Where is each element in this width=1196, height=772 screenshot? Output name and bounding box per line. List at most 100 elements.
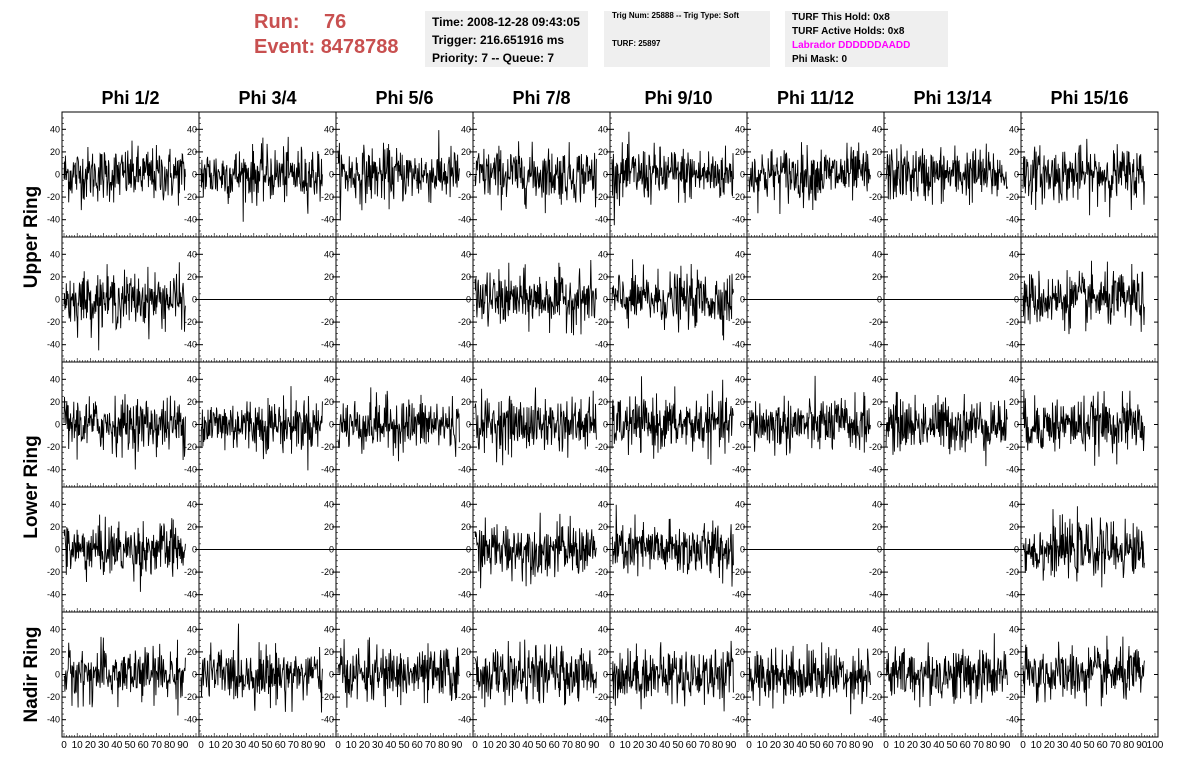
y-tick-label: 20 bbox=[872, 397, 882, 407]
x-tick-label: 60 bbox=[1097, 740, 1109, 751]
y-tick-label: 20 bbox=[598, 647, 608, 657]
y-tick-label: 40 bbox=[324, 374, 334, 384]
waveform-trace bbox=[611, 504, 734, 587]
y-tick-label: -20 bbox=[458, 317, 471, 327]
y-tick-label: 0 bbox=[466, 670, 471, 680]
x-tick-label: 20 bbox=[85, 740, 97, 751]
y-tick-label: 40 bbox=[872, 374, 882, 384]
y-tick-label: 20 bbox=[187, 522, 197, 532]
y-tick-label: -20 bbox=[1006, 692, 1019, 702]
x-tick-label: 50 bbox=[1083, 740, 1095, 751]
y-tick-label: 40 bbox=[1009, 624, 1019, 634]
x-tick-label: 40 bbox=[111, 740, 123, 751]
column-title: Phi 7/8 bbox=[512, 88, 570, 108]
y-tick-label: 20 bbox=[1009, 397, 1019, 407]
waveform-trace bbox=[63, 140, 186, 211]
y-tick-label: 0 bbox=[603, 295, 608, 305]
y-tick-label: 40 bbox=[735, 249, 745, 259]
y-tick-label: -40 bbox=[869, 340, 882, 350]
x-tick-label: 10 bbox=[1031, 740, 1043, 751]
y-tick-label: -40 bbox=[321, 465, 334, 475]
y-tick-label: 0 bbox=[740, 420, 745, 430]
y-tick-label: 20 bbox=[872, 522, 882, 532]
panel-frame bbox=[1020, 361, 1159, 488]
y-tick-label: -40 bbox=[184, 340, 197, 350]
y-tick-label: -20 bbox=[458, 692, 471, 702]
trig-num-text: Trig Num: 25888 -- Trig Type: Soft bbox=[612, 11, 739, 20]
column-title: Phi 1/2 bbox=[101, 88, 159, 108]
y-tick-label: -40 bbox=[184, 215, 197, 225]
x-tick-label: 80 bbox=[1123, 740, 1135, 751]
y-tick-label: -40 bbox=[321, 215, 334, 225]
x-tick-label: 20 bbox=[633, 740, 645, 751]
y-tick-label: 0 bbox=[55, 545, 60, 555]
x-tick-label: 10 bbox=[894, 740, 906, 751]
x-tick-label: 50 bbox=[261, 740, 273, 751]
x-tick-label: 30 bbox=[783, 740, 795, 751]
y-tick-label: 0 bbox=[55, 170, 60, 180]
y-tick-label: -40 bbox=[732, 590, 745, 600]
y-tick-label: 0 bbox=[877, 295, 882, 305]
waveform-trace bbox=[1022, 506, 1145, 588]
y-tick-label: -20 bbox=[458, 192, 471, 202]
y-tick-label: 0 bbox=[192, 295, 197, 305]
y-tick-label: 20 bbox=[872, 272, 882, 282]
y-tick-label: -20 bbox=[184, 567, 197, 577]
y-tick-label: 20 bbox=[735, 147, 745, 157]
y-tick-label: 40 bbox=[324, 249, 334, 259]
x-tick-label: 90 bbox=[1136, 740, 1148, 751]
y-tick-label: -20 bbox=[595, 692, 608, 702]
x-tick-label: 20 bbox=[907, 740, 919, 751]
y-tick-label: -40 bbox=[321, 590, 334, 600]
y-tick-label: 40 bbox=[324, 499, 334, 509]
y-tick-label: -20 bbox=[595, 567, 608, 577]
y-tick-label: 20 bbox=[50, 147, 60, 157]
turf-info-box: TURF This Hold: 0x8 TURF Active Holds: 0… bbox=[785, 11, 948, 67]
y-tick-label: -40 bbox=[1006, 715, 1019, 725]
y-tick-label: -20 bbox=[595, 442, 608, 452]
y-tick-label: -40 bbox=[458, 715, 471, 725]
y-tick-label: -40 bbox=[184, 590, 197, 600]
ring-label: Lower Ring bbox=[21, 435, 42, 538]
y-tick-label: -40 bbox=[869, 590, 882, 600]
y-tick-label: 40 bbox=[735, 374, 745, 384]
y-tick-label: -40 bbox=[184, 715, 197, 725]
y-tick-label: 40 bbox=[50, 499, 60, 509]
y-tick-label: -20 bbox=[595, 317, 608, 327]
y-tick-label: 20 bbox=[735, 647, 745, 657]
y-tick-label: 0 bbox=[329, 545, 334, 555]
y-tick-label: -20 bbox=[184, 692, 197, 702]
y-tick-label: -20 bbox=[732, 567, 745, 577]
y-tick-label: -40 bbox=[1006, 215, 1019, 225]
waveform-trace bbox=[1022, 260, 1145, 335]
y-tick-label: 20 bbox=[50, 272, 60, 282]
waveform-trace bbox=[63, 514, 186, 592]
x-tick-label: 30 bbox=[920, 740, 932, 751]
y-tick-label: -40 bbox=[458, 215, 471, 225]
y-tick-label: 40 bbox=[872, 624, 882, 634]
y-tick-label: 40 bbox=[735, 624, 745, 634]
y-tick-label: 0 bbox=[1014, 670, 1019, 680]
y-tick-label: 20 bbox=[598, 522, 608, 532]
waveform-trace bbox=[748, 642, 871, 715]
waveform-trace bbox=[337, 387, 460, 462]
y-tick-label: -40 bbox=[321, 715, 334, 725]
y-tick-label: 20 bbox=[598, 397, 608, 407]
x-tick-label: 20 bbox=[1044, 740, 1056, 751]
run-event-header: Run: 76 Event: 8478788 bbox=[254, 10, 399, 60]
y-tick-label: 0 bbox=[740, 670, 745, 680]
waveform-trace bbox=[474, 141, 597, 214]
y-tick-label: -20 bbox=[1006, 192, 1019, 202]
y-tick-label: 40 bbox=[598, 499, 608, 509]
waveform-trace bbox=[337, 130, 460, 221]
y-tick-label: -40 bbox=[869, 715, 882, 725]
x-tick-label: 40 bbox=[248, 740, 260, 751]
y-tick-label: -20 bbox=[47, 442, 60, 452]
panel-frame bbox=[198, 611, 337, 738]
x-tick-label: 30 bbox=[509, 740, 521, 751]
y-tick-label: -40 bbox=[595, 715, 608, 725]
y-tick-label: 20 bbox=[1009, 272, 1019, 282]
x-tick-label: 80 bbox=[438, 740, 450, 751]
waveform-trace bbox=[611, 259, 734, 341]
y-tick-label: -40 bbox=[595, 590, 608, 600]
